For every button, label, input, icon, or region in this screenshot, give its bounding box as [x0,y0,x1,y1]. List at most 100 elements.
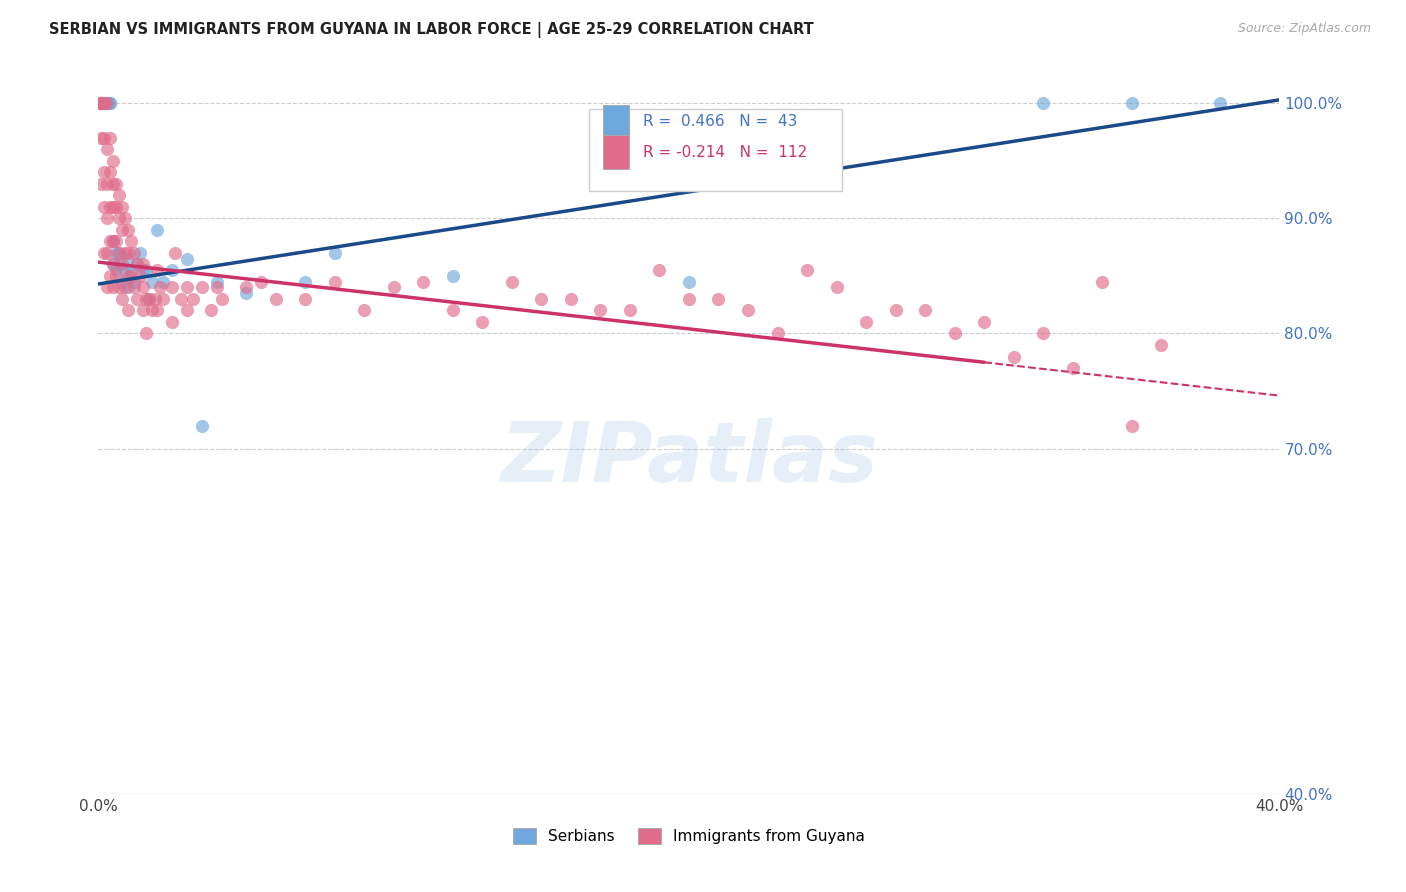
Point [825,280,848,294]
Point [90,96,112,111]
Point [96,280,118,294]
Point [170,292,193,306]
Point [125,257,148,271]
Point [796,263,818,277]
Point [135,326,157,341]
Point [93,96,115,111]
Point [264,292,287,306]
Point [973,315,995,329]
Point [103,153,125,168]
Point [98,96,121,111]
Point [648,263,671,277]
Point [90,96,112,111]
Point [855,315,877,329]
Point [98,131,121,145]
Point [707,292,730,306]
Point [90,96,112,111]
Text: ZIPatlas: ZIPatlas [501,418,877,499]
Point [122,280,145,294]
Point [111,292,134,306]
Point [678,275,700,289]
Point [93,200,115,214]
Point [98,200,121,214]
Point [111,275,134,289]
Point [117,268,139,283]
Point [191,280,214,294]
Point [294,275,316,289]
Point [93,165,115,179]
Point [90,96,112,111]
Point [114,246,136,260]
Point [96,96,118,111]
Point [205,275,228,289]
Point [98,165,121,179]
Text: Source: ZipAtlas.com: Source: ZipAtlas.com [1237,22,1371,36]
Point [766,326,789,341]
Point [353,303,375,318]
Point [146,223,169,237]
Point [108,211,131,226]
Point [105,235,128,249]
Point [138,292,160,306]
Point [108,280,131,294]
Point [103,257,125,271]
Point [132,263,155,277]
Point [152,292,174,306]
Point [191,418,214,433]
Point [117,223,139,237]
Point [146,303,169,318]
Point [98,268,121,283]
Point [120,268,142,283]
Point [135,292,157,306]
Point [90,131,112,145]
Point [530,292,553,306]
Point [111,200,134,214]
Point [93,96,115,111]
Point [1091,275,1114,289]
Point [105,246,128,260]
Point [98,96,121,111]
Point [108,188,131,202]
Point [176,252,198,266]
Point [165,246,187,260]
Point [90,96,112,111]
Point [93,96,115,111]
Point [132,303,155,318]
Point [132,280,155,294]
Point [146,263,169,277]
Point [211,292,233,306]
FancyBboxPatch shape [589,109,842,191]
Point [117,280,139,294]
Point [122,275,145,289]
Point [125,257,148,271]
Point [105,200,128,214]
Point [235,280,257,294]
Point [117,303,139,318]
Point [128,268,150,283]
Point [90,96,112,111]
Legend: Serbians, Immigrants from Guyana: Serbians, Immigrants from Guyana [508,822,870,850]
Point [181,292,204,306]
Point [176,280,198,294]
Point [501,275,523,289]
Point [96,246,118,260]
Point [200,303,222,318]
Point [294,292,316,306]
Point [96,96,118,111]
Point [98,235,121,249]
Point [162,263,183,277]
Point [619,303,641,318]
Point [135,263,157,277]
Text: SERBIAN VS IMMIGRANTS FROM GUYANA IN LABOR FORCE | AGE 25-29 CORRELATION CHART: SERBIAN VS IMMIGRANTS FROM GUYANA IN LAB… [49,22,814,38]
Point [93,246,115,260]
Point [117,252,139,266]
Point [96,96,118,111]
Point [162,315,183,329]
Point [176,303,198,318]
Point [471,315,494,329]
Point [141,303,163,318]
Point [589,303,612,318]
Point [412,275,434,289]
Point [914,303,936,318]
FancyBboxPatch shape [603,136,628,169]
